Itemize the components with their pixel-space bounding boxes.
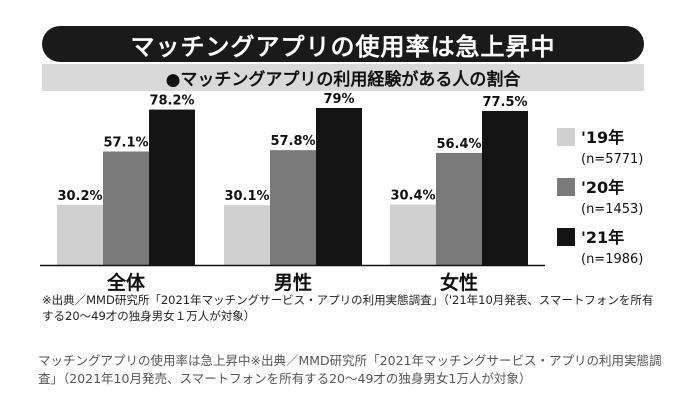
bar-1-2 — [316, 108, 362, 265]
bar-1-1 — [270, 150, 316, 265]
chart-subtitle: ●マッチングアプリの利用経験がある人の割合 — [42, 64, 644, 91]
bar-chart: 30.2% 57.1% 78.2% 30.1% 57.8% 79% 30.4% 56.4% 77… — [40, 92, 643, 294]
image-caption: マッチングアプリの使用率は急上昇中※出典／MMD研究所「2021年マッチングサー… — [38, 353, 662, 386]
legend-series-name: '21年 — [581, 228, 624, 247]
legend-series-name: '19年 — [581, 128, 624, 147]
legend-sample-size: (n=5771) — [581, 152, 643, 167]
bar-value-label: 30.1% — [224, 189, 269, 204]
legend-sample-size: (n=1986) — [581, 252, 643, 267]
legend-sample-size: (n=1453) — [581, 202, 643, 217]
legend-series-name: '20年 — [581, 178, 624, 197]
category-label-group: 全体 男性 女性 — [106, 271, 478, 294]
chart-title: マッチングアプリの使用率は急上昇中 — [42, 26, 644, 62]
bar-label-group: 30.2% 57.1% 78.2% 30.1% 57.8% 79% 30.4% 56.4% 77… — [57, 92, 527, 204]
category-label: 全体 — [106, 271, 146, 294]
bar-2-1 — [436, 152, 482, 265]
bar-value-label: 79% — [323, 92, 354, 107]
bar-value-label: 56.4% — [436, 137, 481, 152]
legend-swatch — [557, 178, 575, 196]
bar-value-label: 77.5% — [482, 95, 527, 110]
category-label: 女性 — [440, 271, 478, 294]
bar-1-0 — [224, 205, 270, 265]
category-label: 男性 — [274, 271, 312, 294]
legend: '19年 (n=5771) '20年 (n=1453) '21年 (n=1986) — [557, 128, 643, 267]
bar-2-2 — [482, 110, 528, 265]
bar-0-2 — [149, 109, 195, 265]
legend-swatch — [557, 128, 575, 146]
bar-0-0 — [57, 204, 103, 265]
bar-group — [57, 108, 528, 265]
bar-value-label: 57.8% — [270, 134, 315, 149]
bar-2-0 — [390, 204, 436, 265]
bar-value-label: 30.4% — [390, 189, 435, 204]
bar-value-label: 30.2% — [57, 189, 102, 204]
bar-value-label: 78.2% — [149, 94, 194, 109]
source-note: ※出典／MMD研究所「2021年マッチングサービス・アプリの利用実態調査」（'2… — [42, 293, 654, 323]
bar-value-label: 57.1% — [103, 136, 148, 151]
legend-swatch — [557, 228, 575, 246]
bar-0-1 — [103, 151, 149, 265]
